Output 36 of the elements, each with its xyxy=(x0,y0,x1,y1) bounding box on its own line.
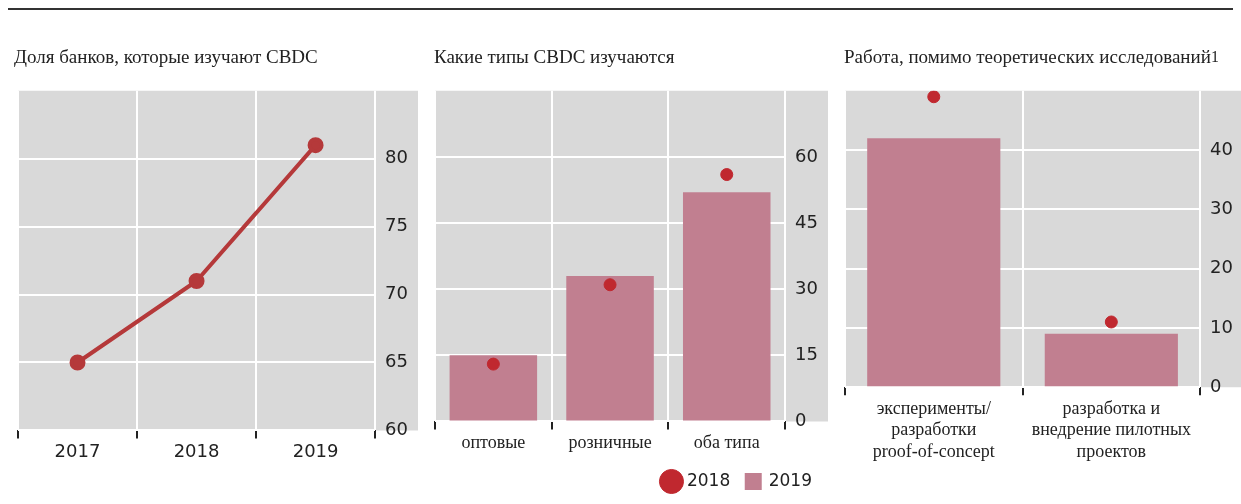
y-tick-label: 60 xyxy=(385,418,408,440)
point xyxy=(188,272,205,289)
point xyxy=(307,137,324,154)
x-tick-label: 2017 xyxy=(54,439,101,461)
x-tick-label: розничные xyxy=(568,431,652,452)
legend-label: 2019 xyxy=(768,469,812,490)
x-tick-label: 2019 xyxy=(292,439,339,461)
y-tick-label: 45 xyxy=(795,210,818,232)
y-tick-label: 80 xyxy=(385,146,408,168)
y-tick-label: 75 xyxy=(385,214,408,236)
y-tick-label: 10 xyxy=(1210,315,1233,337)
x-tick-label: разработка и внедрение пилотных проектов xyxy=(1031,397,1192,461)
bar xyxy=(566,275,654,421)
chart-title: Доля банков, которые изучают CBDC xyxy=(13,45,319,69)
y-tick-label: 70 xyxy=(385,282,408,304)
legend-label: 2018 xyxy=(686,469,731,490)
bar xyxy=(682,192,771,421)
x-tick-label: оба типа xyxy=(693,431,760,452)
y-tick-label: 40 xyxy=(1210,137,1233,159)
y-tick-label: 30 xyxy=(1210,197,1233,219)
y-tick-label: 15 xyxy=(795,342,818,364)
x-tick-label: эксперименты/ разработки proof-of-concept xyxy=(872,397,995,461)
point xyxy=(486,357,500,371)
y-tick-label: 20 xyxy=(1210,256,1233,278)
y-tick-label: 65 xyxy=(385,350,408,372)
x-tick-label: 2018 xyxy=(173,439,220,461)
y-tick-label: 0 xyxy=(795,409,807,431)
point xyxy=(69,354,86,371)
y-tick-label: 60 xyxy=(795,144,818,166)
point xyxy=(603,278,617,292)
chart-title: Какие типы CBDC изучаются xyxy=(433,45,676,69)
y-tick-label: 30 xyxy=(795,276,818,298)
point xyxy=(720,168,734,182)
x-tick-label: оптовые xyxy=(461,431,526,452)
bar xyxy=(449,355,538,421)
y-tick-label: 0 xyxy=(1210,374,1222,396)
